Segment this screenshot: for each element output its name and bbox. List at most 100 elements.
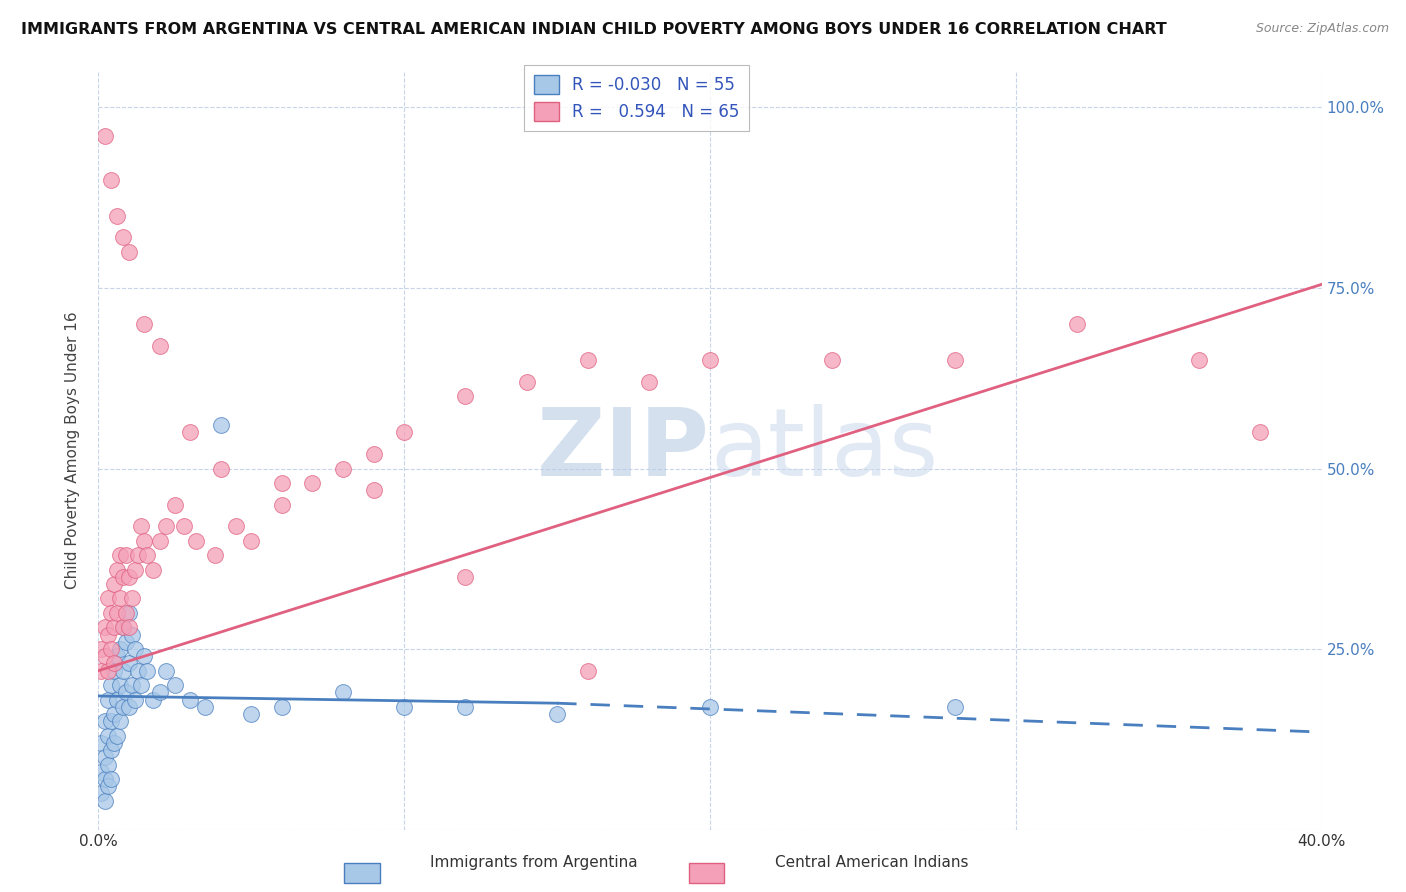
Point [194,699,217,714]
Point [699,699,721,714]
Point [240,533,263,548]
Point [149,685,172,699]
Point [103,577,125,591]
Point [100,678,122,692]
Point [392,425,416,440]
Point [155,664,177,678]
Point [204,548,226,562]
Point [454,570,477,584]
Point [363,483,385,498]
Point [108,548,131,562]
Point [105,563,128,577]
Point [121,591,143,606]
Point [118,606,141,620]
Point [115,635,138,649]
Point [943,353,966,368]
Point [90,787,112,801]
Point [118,699,141,714]
Point [103,657,125,671]
Point [97,729,120,743]
Point [100,714,122,729]
Point [163,498,186,512]
Point [118,657,141,671]
Point [111,699,134,714]
Point [93,129,115,144]
Point [142,692,165,706]
Point [186,533,208,548]
Point [111,230,134,244]
Point [1249,425,1271,440]
Point [136,548,159,562]
Point [97,757,120,772]
Point [90,664,112,678]
Point [93,649,115,664]
Point [943,699,966,714]
Point [225,519,247,533]
Point [163,678,186,692]
Point [118,620,141,634]
Point [93,714,115,729]
Point [209,461,232,475]
Point [108,642,131,657]
Point [124,692,146,706]
Point [149,533,172,548]
Point [173,519,195,533]
Point [90,642,112,657]
Point [103,620,125,634]
Point [100,642,122,657]
Point [93,794,115,808]
Point [301,475,323,490]
Point [240,706,263,721]
Point [576,353,599,368]
Y-axis label: Child Poverty Among Boys Under 16: Child Poverty Among Boys Under 16 [65,311,80,590]
Point [121,678,143,692]
Point [516,375,538,389]
Point [637,375,661,389]
Point [97,692,120,706]
Point [115,606,138,620]
Point [118,244,141,259]
Point [97,591,120,606]
Point [209,418,232,433]
Point [111,620,134,634]
Legend: R = -0.030   N = 55, R =   0.594   N = 65: R = -0.030 N = 55, R = 0.594 N = 65 [524,64,749,131]
Point [392,699,416,714]
Point [90,764,112,779]
Point [363,447,385,461]
Point [270,475,292,490]
Text: Central American Indians: Central American Indians [775,855,969,870]
Point [115,685,138,699]
Text: Immigrants from Argentina: Immigrants from Argentina [430,855,638,870]
Point [821,353,844,368]
Point [124,642,146,657]
Point [103,664,125,678]
Point [115,548,138,562]
Text: IMMIGRANTS FROM ARGENTINA VS CENTRAL AMERICAN INDIAN CHILD POVERTY AMONG BOYS UN: IMMIGRANTS FROM ARGENTINA VS CENTRAL AME… [21,22,1167,37]
Point [124,563,146,577]
Point [105,649,128,664]
Point [105,606,128,620]
Point [576,664,599,678]
Point [97,779,120,793]
Point [90,736,112,750]
Point [134,533,156,548]
Point [179,425,201,440]
Point [270,498,292,512]
Text: ZIP: ZIP [537,404,710,497]
Point [108,714,131,729]
Point [103,706,125,721]
Point [103,736,125,750]
Point [97,627,120,641]
Point [97,664,120,678]
Point [105,729,128,743]
Point [108,678,131,692]
Point [105,209,128,223]
Point [121,627,143,641]
Point [332,685,354,699]
Point [454,699,477,714]
Point [93,750,115,764]
Point [155,519,177,533]
Point [108,591,131,606]
Point [111,570,134,584]
Point [142,563,165,577]
